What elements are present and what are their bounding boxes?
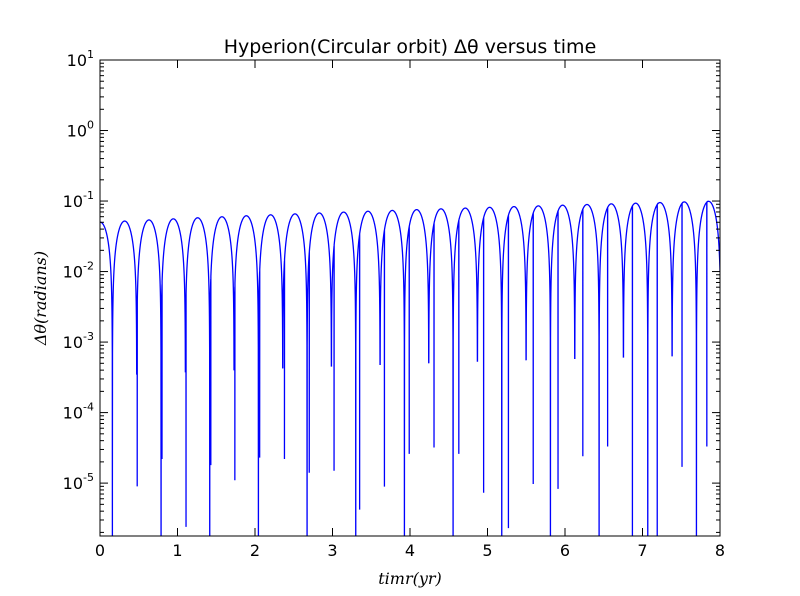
y-tick-exponent: -2 xyxy=(83,260,94,273)
x-tick-label: 5 xyxy=(482,541,492,560)
x-tick-label: 8 xyxy=(715,541,725,560)
y-tick-label: 10-3 xyxy=(63,330,94,352)
y-tick-base: 10 xyxy=(63,404,83,423)
y-tick-base: 10 xyxy=(67,122,87,141)
y-axis-label: Δθ(radians) xyxy=(31,251,50,346)
y-tick-base: 10 xyxy=(67,51,87,70)
x-tick-label: 7 xyxy=(637,541,647,560)
y-tick-exponent: -1 xyxy=(83,189,94,202)
y-tick-base: 10 xyxy=(63,263,83,282)
y-tick-label: 10-2 xyxy=(63,260,94,282)
x-tick-label: 3 xyxy=(327,541,337,560)
x-tick-label: 0 xyxy=(95,541,105,560)
y-tick-base: 10 xyxy=(63,474,83,493)
y-tick-exponent: -3 xyxy=(83,330,94,343)
x-tick-label: 2 xyxy=(250,541,260,560)
x-axis-label: timr(yr) xyxy=(378,569,442,588)
y-tick-base: 10 xyxy=(63,333,83,352)
y-tick-label: 10-4 xyxy=(63,401,94,423)
series-group xyxy=(100,200,720,536)
y-tick-label: 101 xyxy=(67,48,94,70)
x-tick-label: 4 xyxy=(405,541,415,560)
x-tick-label: 6 xyxy=(560,541,570,560)
plot-frame xyxy=(99,59,721,537)
y-tick-exponent: 0 xyxy=(87,119,94,132)
y-tick-exponent: -4 xyxy=(83,401,94,414)
y-tick-label: 10-1 xyxy=(63,189,94,211)
x-axis: 0 1 2 3 4 5 6 7 8 xyxy=(95,60,725,560)
y-tick-base: 10 xyxy=(63,192,83,211)
y-tick-label: 100 xyxy=(67,119,94,141)
x-tick-label: 1 xyxy=(172,541,182,560)
y-tick-exponent: 1 xyxy=(87,48,94,61)
chart-title: Hyperion(Circular orbit) Δθ versus time xyxy=(224,36,597,58)
series-line xyxy=(100,200,720,536)
y-tick-exponent: -5 xyxy=(83,471,94,484)
y-tick-label: 10-5 xyxy=(63,471,94,493)
